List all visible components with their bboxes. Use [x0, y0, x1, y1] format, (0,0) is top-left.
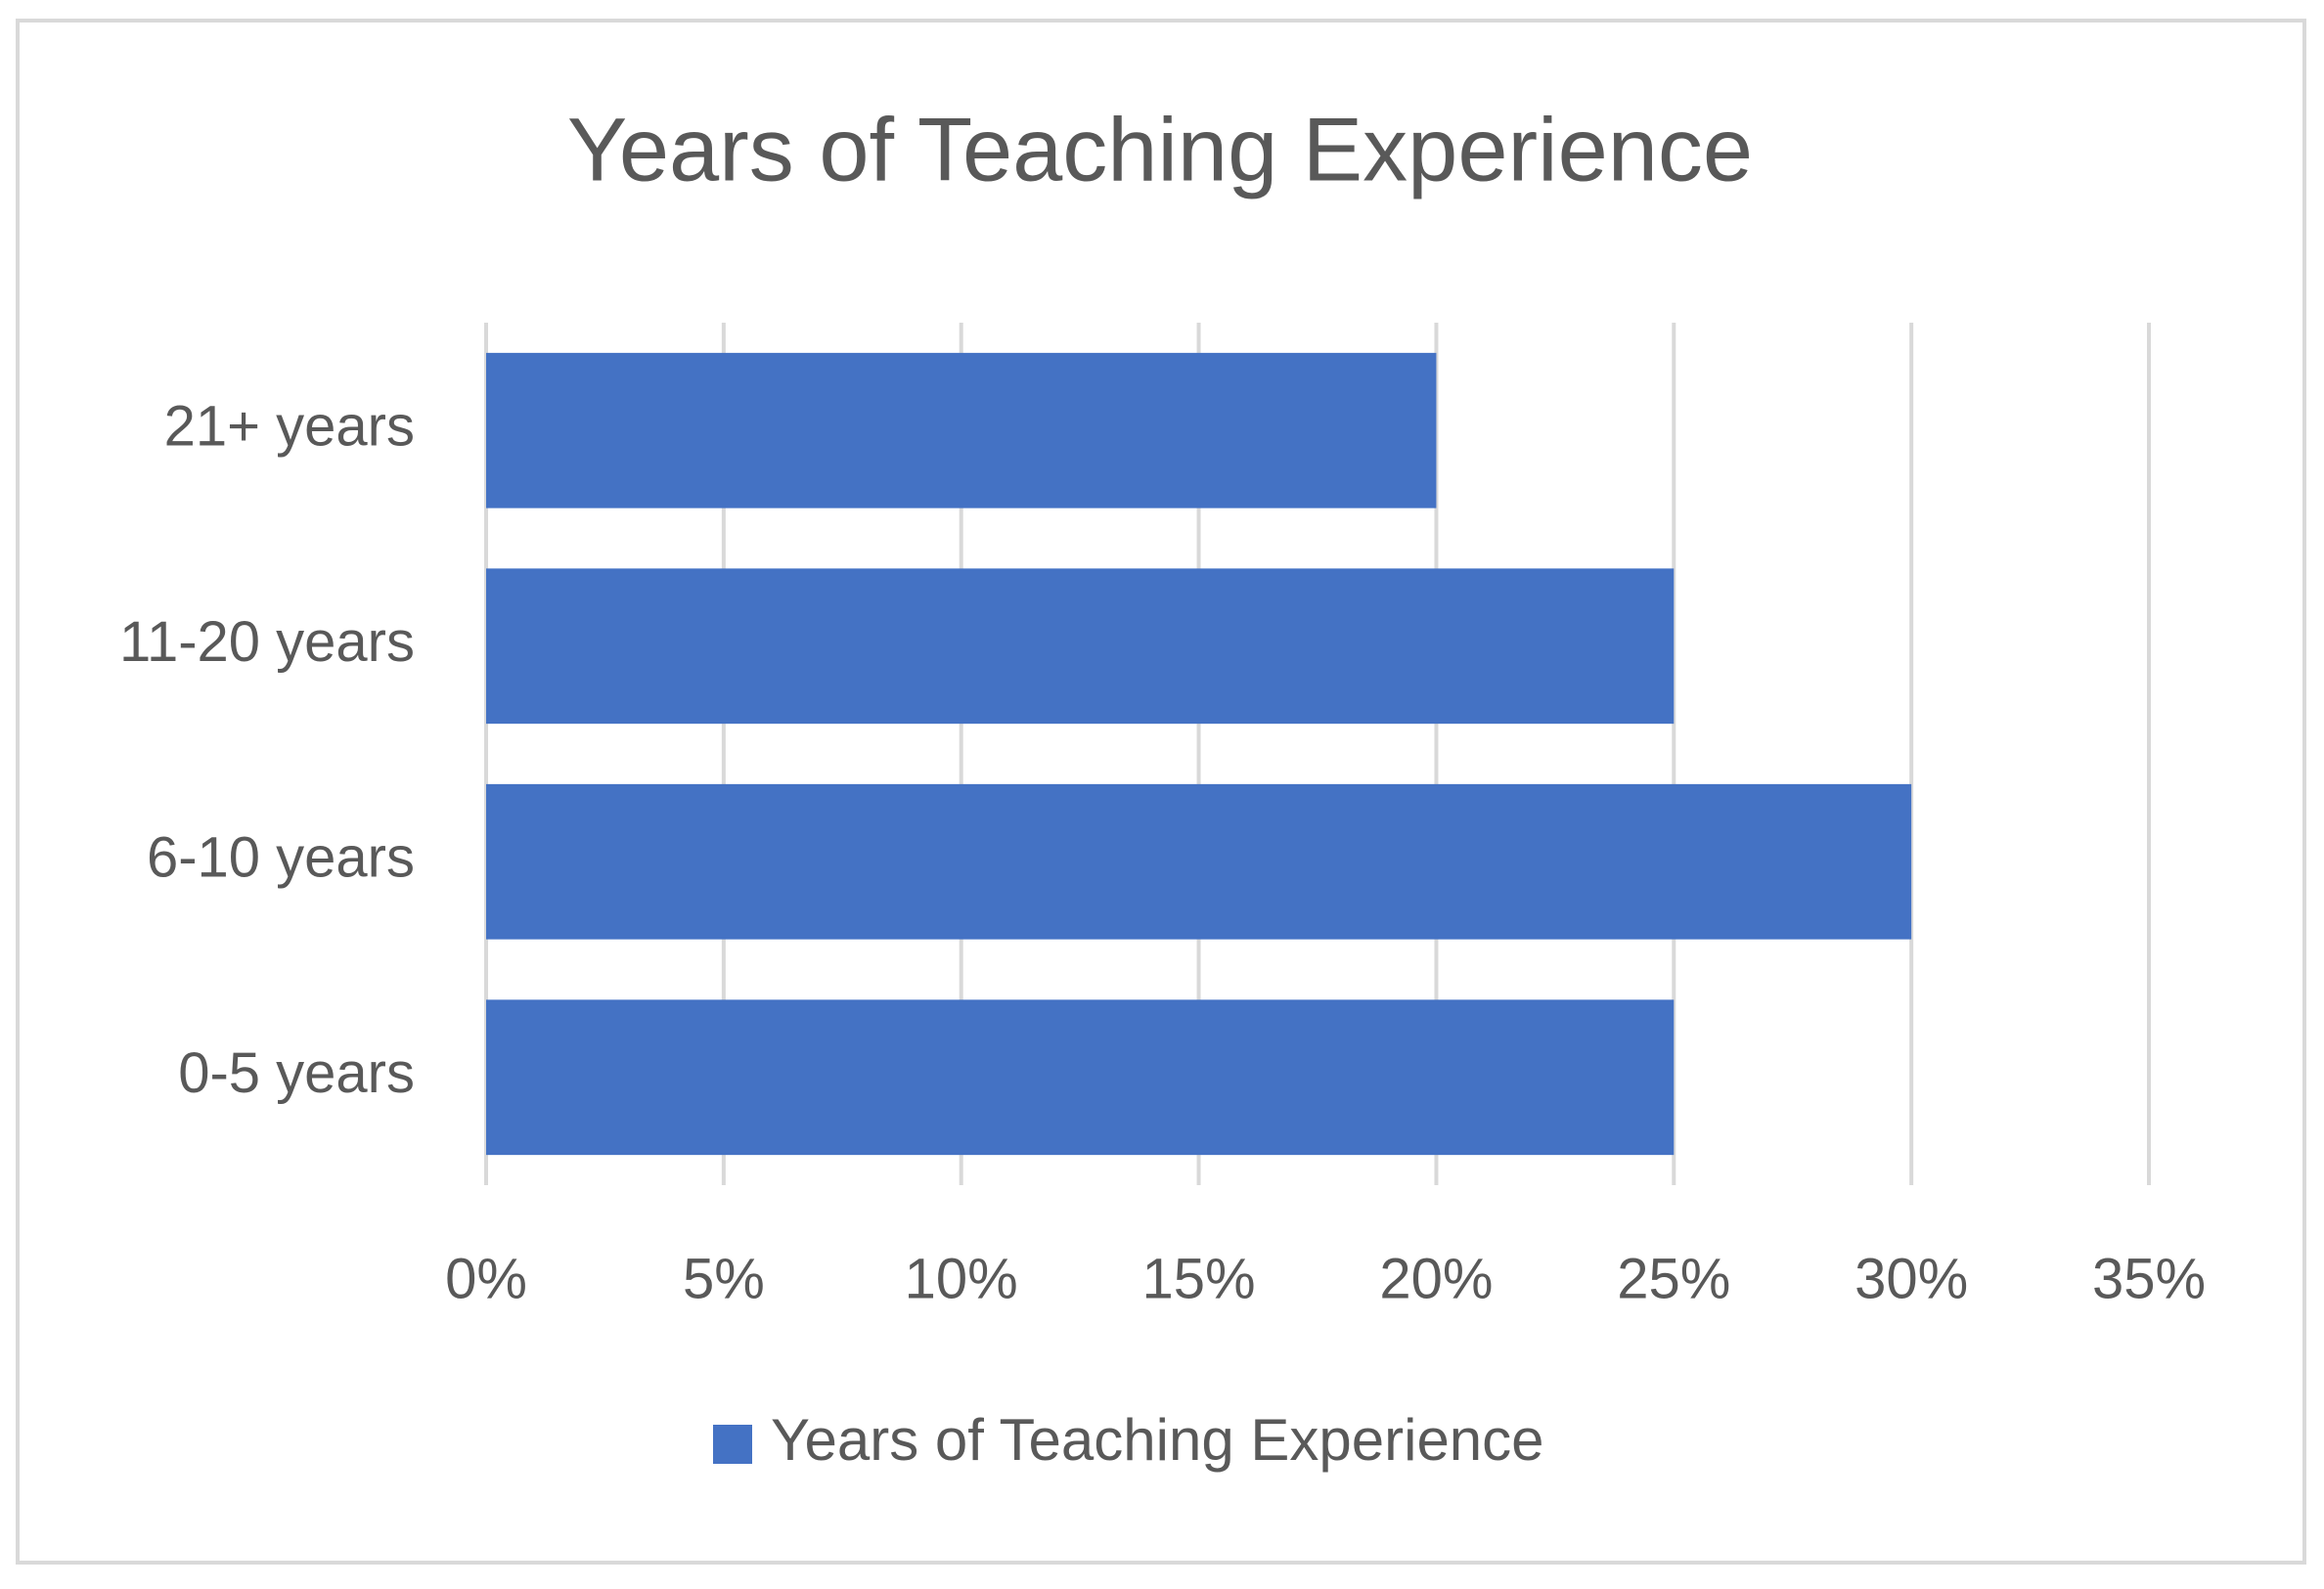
chart-title: Years of Teaching Experience: [567, 100, 1753, 199]
bar: [486, 568, 1675, 725]
x-tick-label: 10%: [905, 1247, 1018, 1310]
x-tick-label: 30%: [1855, 1247, 1968, 1310]
x-tick-label: 5%: [683, 1247, 765, 1310]
x-tick-label: 0%: [445, 1247, 527, 1310]
y-tick-label: 11-20 years: [119, 610, 415, 674]
x-tick-label: 25%: [1617, 1247, 1730, 1310]
bar: [486, 999, 1675, 1156]
y-tick-label: 21+ years: [164, 395, 415, 459]
y-tick-label: 6-10 years: [147, 826, 415, 890]
y-tick-label: 0-5 years: [178, 1041, 415, 1105]
x-tick-label: 35%: [2092, 1247, 2206, 1310]
x-tick-label: 20%: [1379, 1247, 1493, 1310]
x-tick-label: 15%: [1142, 1247, 1256, 1310]
legend-swatch: [713, 1425, 752, 1464]
legend-label: Years of Teaching Experience: [771, 1407, 1544, 1473]
bar: [486, 352, 1437, 508]
bar: [486, 783, 1912, 940]
